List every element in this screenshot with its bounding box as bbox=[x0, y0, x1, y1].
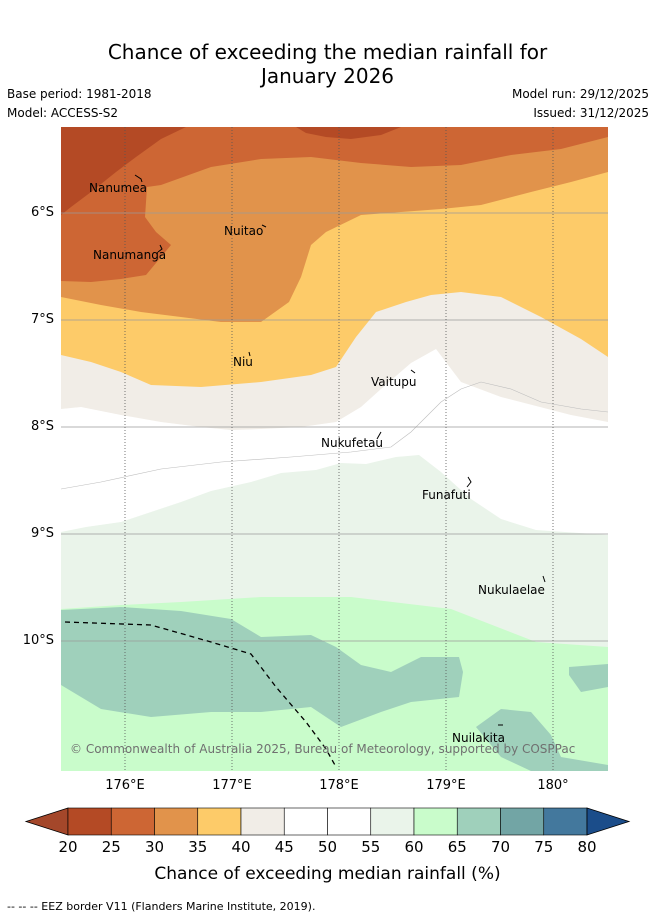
colorbar-tick-label: 55 bbox=[361, 838, 381, 856]
place-label: Vaitupu bbox=[371, 375, 417, 389]
colorbar-swatch bbox=[110, 807, 155, 836]
place-label: Nukufetau bbox=[321, 436, 384, 450]
band-25-30 bbox=[61, 127, 608, 282]
copyright-notice: © Commonwealth of Australia 2025, Bureau… bbox=[70, 742, 576, 756]
band-20-25 bbox=[61, 127, 186, 215]
colorbar-tick-label: 35 bbox=[188, 838, 208, 856]
place-label: Nuitao bbox=[224, 224, 264, 238]
lon-label: 178°E bbox=[319, 778, 359, 793]
colorbar-tick-label: 60 bbox=[404, 838, 424, 856]
eez-legend: -- -- -- EEZ border V11 (Flanders Marine… bbox=[7, 900, 316, 913]
colorbar-under-arrow bbox=[24, 807, 69, 836]
colorbar-swatch bbox=[283, 807, 328, 836]
place-label: Nanumea bbox=[89, 181, 147, 195]
colorbar-swatch bbox=[370, 807, 415, 836]
colorbar-tick-label: 25 bbox=[101, 838, 121, 856]
colorbar bbox=[24, 807, 631, 836]
place-label: Niu bbox=[233, 355, 253, 369]
eez-border bbox=[64, 621, 337, 768]
band-35-40-patch bbox=[599, 257, 608, 275]
islands bbox=[134, 174, 546, 726]
place-label: Nukulaelae bbox=[478, 583, 545, 597]
colorbar-tick-label: 70 bbox=[490, 838, 511, 856]
colorbar-swatch bbox=[413, 807, 458, 836]
place-label: Nuilakita bbox=[452, 731, 505, 745]
colorbar-swatch bbox=[327, 807, 372, 836]
colorbar-swatch bbox=[240, 807, 285, 836]
lat-label: 10°S bbox=[22, 633, 54, 648]
lat-label: 9°S bbox=[30, 526, 54, 541]
lon-label: 179°E bbox=[426, 778, 466, 793]
colorbar-tick-label: 80 bbox=[577, 838, 597, 856]
model-name: Model: ACCESS-S2 bbox=[7, 106, 119, 120]
band-65-70-south bbox=[476, 709, 608, 771]
colorbar-tick-label: 65 bbox=[447, 838, 467, 856]
title-line-1: Chance of exceeding the median rainfall … bbox=[107, 40, 548, 64]
colorbar-tick-label: 30 bbox=[144, 838, 165, 856]
colorbar-swatch bbox=[154, 807, 199, 836]
colorbar-swatch bbox=[197, 807, 242, 836]
colorbar-tick-label: 45 bbox=[274, 838, 294, 856]
lat-label: 7°S bbox=[30, 312, 54, 327]
colorbar-tick-label: 75 bbox=[534, 838, 554, 856]
lon-label: 177°E bbox=[212, 778, 252, 793]
band-20-25-top bbox=[296, 127, 401, 139]
lon-label: 180° bbox=[537, 778, 569, 793]
colorbar-tick-label: 40 bbox=[231, 838, 251, 856]
rainfall-map: Nanumea Nuitao Nanumanga Niu Vaitupu Nuk… bbox=[61, 127, 608, 771]
colorbar-over-arrow bbox=[586, 807, 631, 836]
colorbar-title: Chance of exceeding median rainfall (%) bbox=[154, 864, 501, 884]
graticule bbox=[61, 212, 608, 642]
title-line-2: January 2026 bbox=[260, 64, 395, 88]
place-label: Funafuti bbox=[422, 488, 471, 502]
lat-label: 8°S bbox=[30, 419, 54, 434]
colorbar-tick-label: 50 bbox=[317, 838, 338, 856]
band-65-70 bbox=[61, 607, 463, 727]
colorbar-swatch bbox=[543, 807, 588, 836]
colorbar-tick-label: 20 bbox=[58, 838, 78, 856]
base-period: Base period: 1981-2018 bbox=[7, 87, 152, 101]
model-run: Model run: 29/12/2025 bbox=[511, 87, 649, 101]
issued-date: Issued: 31/12/2025 bbox=[533, 106, 649, 120]
map-canvas bbox=[61, 127, 608, 771]
lon-label: 176°E bbox=[105, 778, 145, 793]
lat-label: 6°S bbox=[30, 205, 54, 220]
colorbar-swatch bbox=[67, 807, 112, 836]
colorbar-swatch bbox=[456, 807, 501, 836]
band-30-35 bbox=[61, 127, 608, 322]
colorbar-swatch bbox=[500, 807, 545, 836]
page-title: Chance of exceeding the median rainfall … bbox=[0, 40, 655, 88]
band-65-70-east bbox=[569, 664, 608, 692]
place-label: Nanumanga bbox=[93, 248, 167, 262]
